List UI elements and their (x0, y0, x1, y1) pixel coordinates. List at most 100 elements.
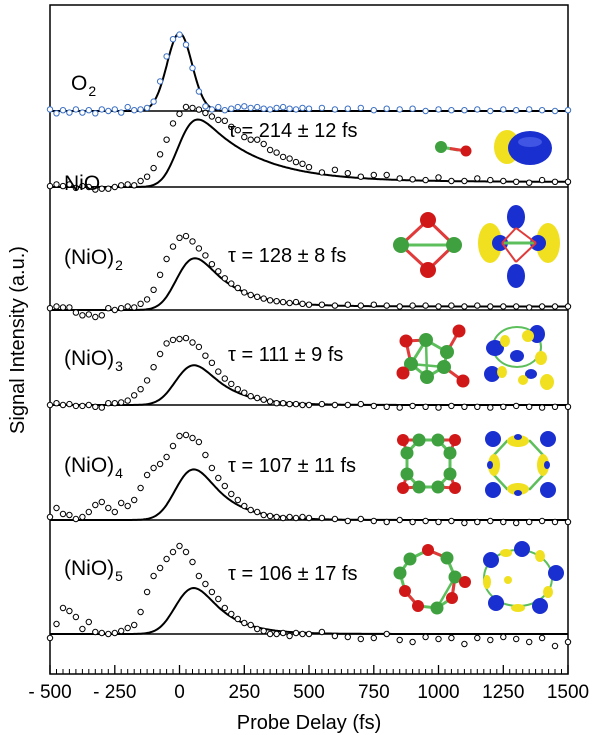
data-point (292, 629, 300, 637)
data-point (118, 182, 125, 189)
data-point (46, 182, 54, 190)
data-point (344, 301, 351, 308)
data-point (357, 515, 364, 523)
data-point (46, 401, 54, 409)
data-point (72, 184, 80, 192)
x-tick-label: 1500 (547, 682, 589, 703)
data-point (538, 634, 546, 642)
data-point (474, 302, 481, 309)
data-point (53, 504, 60, 512)
data-point (98, 629, 106, 637)
data-point (98, 312, 106, 319)
data-point (286, 155, 293, 162)
data-point (221, 117, 229, 125)
data-point (383, 403, 390, 410)
data-point (46, 634, 54, 642)
data-point (422, 403, 429, 410)
tau-label: τ = 106 ± 17 fs (228, 563, 358, 585)
nio4-orbital-icon (485, 431, 556, 498)
data-point (221, 275, 229, 282)
data-point (551, 107, 559, 115)
data-point (279, 514, 287, 522)
panel-label: (NiO)5 (64, 557, 123, 584)
data-point (344, 401, 351, 409)
data-point (396, 106, 403, 113)
data-point (182, 431, 190, 439)
data-point (195, 106, 203, 113)
data-point (435, 518, 442, 526)
x-tick-label: 1000 (417, 682, 459, 703)
panel-label: (NiO)3 (64, 347, 123, 374)
data-point (292, 106, 300, 113)
data-point (383, 518, 390, 526)
data-point (215, 268, 222, 275)
data-point (124, 181, 131, 188)
data-point (66, 607, 73, 615)
data-point (279, 298, 287, 306)
data-point (279, 103, 287, 111)
nio-structure-icon (435, 141, 472, 157)
data-point (53, 303, 60, 310)
data-point (156, 460, 164, 468)
data-point (357, 173, 364, 180)
data-point (435, 635, 442, 643)
data-point (344, 170, 351, 177)
data-point (292, 158, 300, 166)
data-point (137, 484, 144, 492)
nio-orbital-icon (494, 130, 552, 165)
data-point (538, 176, 546, 184)
data-point (92, 403, 99, 410)
data-point (247, 291, 254, 299)
data-point (448, 402, 455, 410)
data-point (98, 498, 106, 506)
data-point (169, 442, 177, 450)
data-point (526, 106, 533, 113)
data-point (305, 105, 313, 112)
data-point (111, 306, 119, 314)
data-point (551, 518, 559, 526)
panel-label-subscript: 2 (115, 257, 123, 273)
data-point (564, 638, 572, 646)
data-point (221, 107, 229, 114)
data-point (176, 335, 183, 343)
data-point (474, 106, 481, 113)
data-point (228, 490, 235, 498)
data-point (538, 303, 546, 310)
data-point (241, 103, 248, 110)
data-point (137, 177, 144, 185)
data-point (526, 179, 533, 186)
nio5-structure-icon (393, 544, 471, 615)
data-point (124, 502, 131, 510)
data-point (383, 630, 390, 638)
data-point (234, 615, 242, 623)
data-point (53, 400, 60, 407)
data-point (124, 103, 131, 111)
data-point (409, 176, 416, 183)
data-point (59, 182, 67, 190)
data-point (513, 402, 520, 410)
tau-labels: τ = 214 ± 12 fs τ = 128 ± 8 fs τ = 111 ± 9… (228, 120, 358, 585)
data-point (500, 403, 507, 410)
data-point (461, 403, 468, 410)
data-point (150, 286, 157, 293)
data-point (85, 183, 93, 191)
data-point (370, 517, 377, 525)
data-point (156, 350, 164, 358)
x-axis-tick-labels: - 500 - 250 0 250 500 750 1000 1250 1500 (28, 682, 589, 703)
data-point (169, 120, 177, 127)
data-point (241, 619, 248, 627)
data-point (409, 518, 416, 526)
data-point (513, 107, 520, 114)
data-point (299, 401, 306, 409)
data-point (241, 289, 248, 296)
data-point (286, 513, 293, 521)
data-point (150, 98, 157, 105)
data-point (487, 176, 494, 184)
data-point (169, 336, 177, 344)
data-point (513, 519, 520, 527)
data-point (254, 625, 261, 633)
data-point (500, 633, 507, 641)
data-point (299, 160, 306, 168)
data-point (279, 629, 287, 637)
fit-curve (50, 31, 568, 112)
